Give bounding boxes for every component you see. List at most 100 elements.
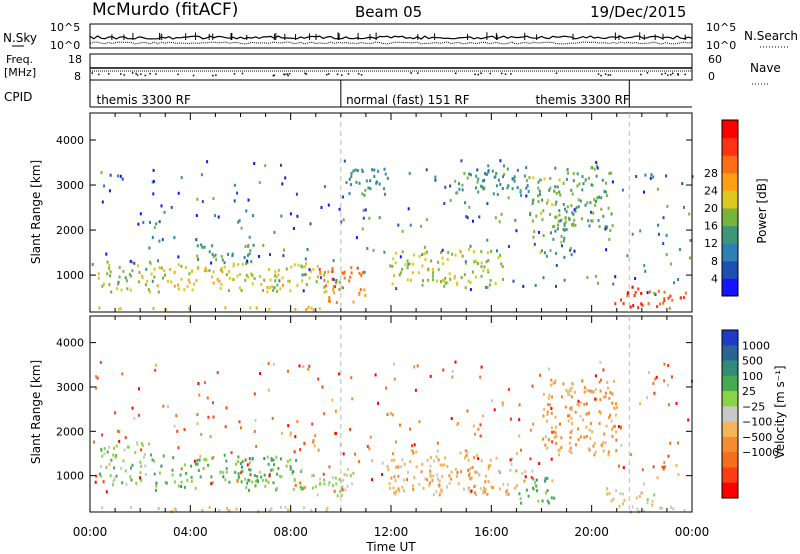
heatmap-cell [584,179,587,183]
heatmap-cell [514,486,516,490]
heatmap-cell [148,260,151,264]
heatmap-cell [94,480,97,484]
heatmap-cell [393,377,396,381]
heatmap-cell [238,219,241,223]
heatmap-cell [100,447,103,451]
heatmap-cell [101,454,104,458]
nave-tick-top: 60 [708,53,722,66]
cpid-segment-label: themis 3300 RF [97,93,191,107]
heatmap-cell [377,401,379,405]
heatmap-cell [401,485,404,489]
heatmap-cell [436,473,439,477]
noise-right-label: N.Search [744,29,798,43]
heatmap-cell [152,307,155,310]
heatmap-cell [108,263,111,267]
heatmap-cell [384,172,387,176]
heatmap-cell [319,276,322,280]
heatmap-cell [236,460,239,464]
heatmap-cell [151,236,154,239]
heatmap-cell [595,160,598,164]
nave-dot [671,72,674,75]
heatmap-cell [106,450,109,454]
heatmap-cell [342,195,344,199]
heatmap-cell [238,286,241,290]
heatmap-cell [273,463,276,467]
heatmap-cell [615,449,618,453]
heatmap-cell [525,179,528,183]
nave-tick-bottom: 0 [708,70,715,83]
colorbar-swatch [722,243,738,262]
heatmap-cell [362,208,365,212]
heatmap-cell [248,468,251,472]
colorbar-swatch [722,260,738,279]
heatmap-cell [276,289,279,293]
heatmap-cell [196,422,199,426]
heatmap-cell [290,265,293,269]
heatmap-cell [564,405,567,409]
heatmap-cell [544,435,547,439]
heatmap-cell [499,159,502,163]
heatmap-cell [446,485,448,489]
heatmap-cell [618,464,620,468]
colorbar-swatch [722,137,738,156]
heatmap-cell [157,507,160,510]
heatmap-cell [557,219,560,223]
heatmap-cell [615,438,618,442]
heatmap-cell [576,184,579,188]
colorbar-tick-label: 500 [742,355,763,368]
heatmap-cell [343,472,346,476]
heatmap-cell [109,270,112,274]
heatmap-cell [437,260,440,264]
heatmap-cell [568,414,571,417]
heatmap-cell [139,212,142,216]
heatmap-cell [564,216,567,220]
date-title: 19/Dec/2015 [590,3,686,21]
heatmap-cell [136,442,139,446]
heatmap-cell [254,418,257,422]
heatmap-cell [667,454,670,458]
heatmap-cell [100,171,103,175]
heatmap-cell [579,401,582,405]
heatmap-cell [262,289,265,292]
heatmap-cell [442,262,445,266]
heatmap-cell [470,476,473,480]
heatmap-cell [602,441,605,445]
heatmap-cell [420,470,423,474]
heatmap-cell [212,197,215,200]
heatmap-cell [479,434,482,438]
heatmap-cell [577,198,580,202]
heatmap-cell [383,192,386,196]
heatmap-cell [618,504,621,508]
heatmap-cell [258,470,261,474]
heatmap-cell [346,484,349,488]
heatmap-cell [268,508,271,512]
heatmap-cell [212,255,215,258]
heatmap-cell [454,179,457,183]
heatmap-cell [542,414,545,418]
heatmap-cell [165,308,168,311]
heatmap-cell [251,480,254,484]
heatmap-cell [302,289,305,293]
heatmap-cell [590,210,592,214]
heatmap-cell [567,393,570,397]
heatmap-cell [303,486,306,490]
heatmap-cell [332,288,335,291]
heatmap-cell [315,280,318,284]
y-tick-label: 2000 [56,224,84,237]
heatmap-cell [332,277,335,281]
heatmap-cell [637,306,640,310]
heatmap-cell [284,505,287,509]
heatmap-cell [649,176,652,180]
heatmap-cell [477,177,480,181]
heatmap-cell [308,268,311,272]
heatmap-cell [598,195,600,199]
nave-dot [212,74,214,77]
heatmap-cell [222,475,225,479]
nave-dot [500,72,503,75]
heatmap-cell [212,415,215,419]
heatmap-cell [657,232,660,236]
heatmap-cell [494,282,497,286]
heatmap-cell [440,463,443,467]
heatmap-cell [611,392,614,396]
heatmap-cell [551,479,554,483]
